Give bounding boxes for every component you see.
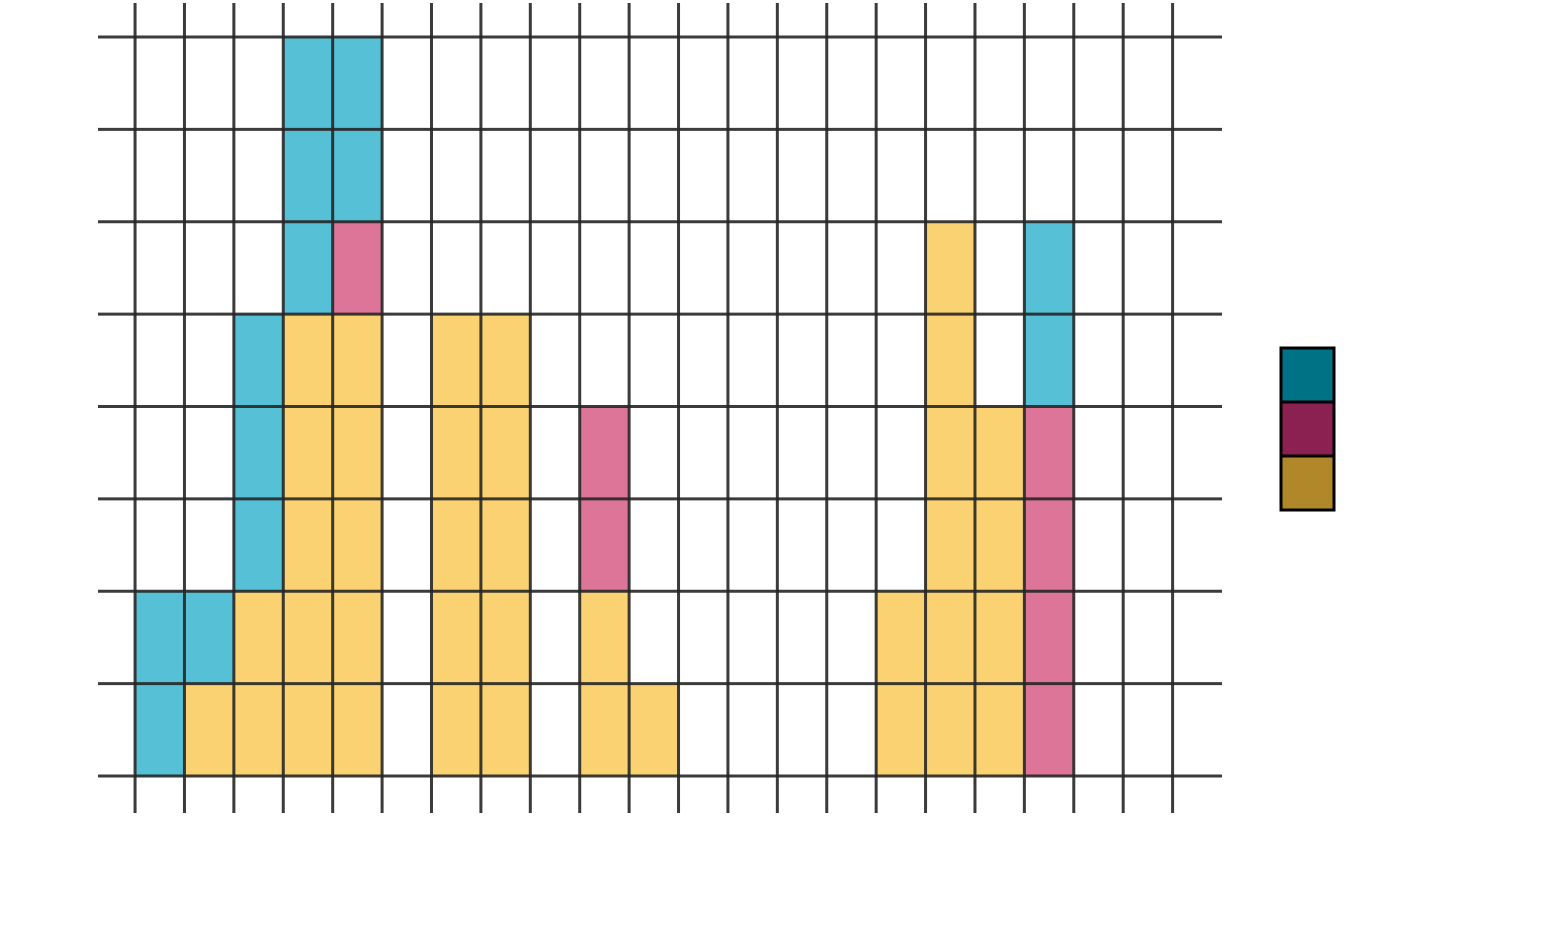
bar-series-0-bin-7 <box>480 314 531 777</box>
bar-series-2-bin-2 <box>233 314 284 592</box>
legend <box>1279 346 1336 512</box>
legend-swatch-0 <box>1279 346 1336 404</box>
bar-series-2-bin-1 <box>184 591 234 684</box>
bar-series-0-bin-10 <box>629 683 679 777</box>
grid-lines <box>98 3 1222 813</box>
bar-series-0-bin-1 <box>184 683 234 777</box>
legend-swatch-1 <box>1279 400 1336 458</box>
bar-series-1-bin-4 <box>332 221 383 315</box>
bar-series-0-bin-3 <box>283 314 333 777</box>
bar-series-0-bin-6 <box>431 314 481 777</box>
legend-swatch-2 <box>1279 454 1336 512</box>
bar-series-0-bin-4 <box>332 314 383 777</box>
bar-series-2-bin-3 <box>283 36 333 315</box>
